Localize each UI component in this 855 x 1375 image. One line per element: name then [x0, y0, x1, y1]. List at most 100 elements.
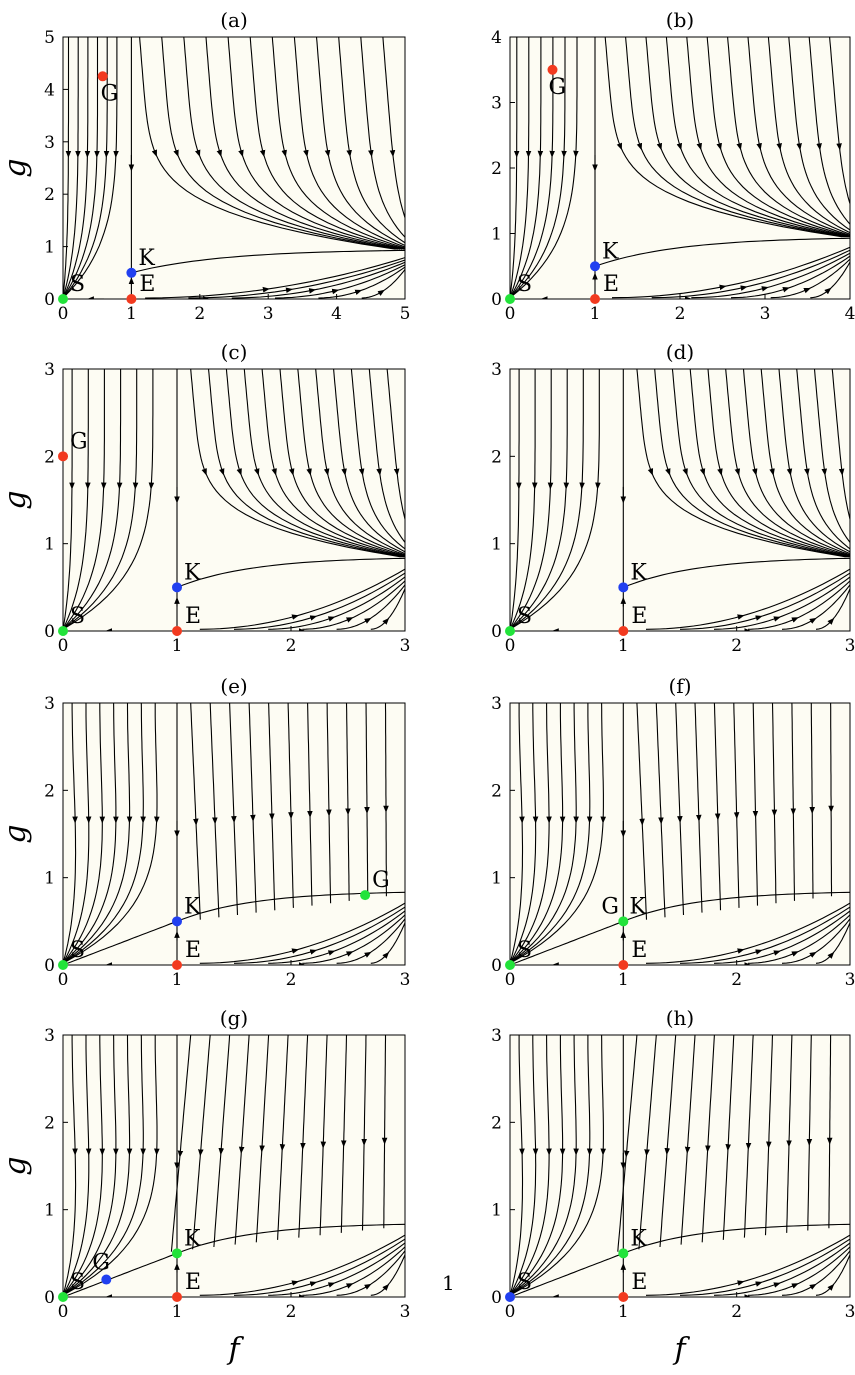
flow-line [183, 37, 401, 250]
flow-line [63, 703, 117, 964]
panel-title: (d) [666, 340, 694, 364]
flow-lines [63, 703, 405, 965]
flow-line [234, 1035, 250, 1245]
flow-line [315, 369, 405, 555]
point-label: K [602, 239, 619, 264]
y-tick-label: 0 [44, 622, 55, 642]
flow-line [694, 703, 703, 913]
flow-line [659, 1035, 677, 1248]
flow-line [788, 37, 850, 231]
flow-lines [63, 369, 405, 631]
flow-line [510, 1035, 524, 1296]
flow-line [63, 1035, 77, 1296]
flow-line [319, 1035, 328, 1236]
fixed-point-K [618, 1248, 629, 1259]
panel-title: (f) [668, 674, 691, 698]
flow-line [747, 37, 850, 235]
x-tick-label: 1 [172, 1302, 183, 1322]
flow-line [333, 369, 405, 553]
flow-line [63, 369, 73, 630]
point-label: E [631, 604, 647, 629]
fixed-point-G [547, 64, 558, 75]
flow-lines [510, 369, 850, 631]
fixed-point-G [58, 451, 68, 462]
y-tick-label: 4 [491, 28, 502, 48]
flow-lines [510, 1035, 850, 1297]
x-tick-label: 2 [675, 304, 686, 324]
y-tick-label: 1 [491, 869, 502, 889]
y-tick-label: 2 [44, 447, 55, 467]
point-label: S [70, 938, 85, 963]
flow-line [63, 37, 108, 299]
flow-line [813, 369, 850, 544]
flow-line [786, 1035, 793, 1233]
flow-line [747, 1246, 850, 1296]
point-label: K [184, 894, 201, 919]
x-tick-label: 3 [400, 1302, 411, 1322]
flow-line [207, 369, 403, 558]
x-tick-label: 2 [731, 636, 742, 656]
x-tick-label: 1 [618, 1302, 629, 1322]
point-label: E [603, 272, 619, 297]
flow-line [63, 369, 138, 630]
flow-line [510, 37, 554, 299]
flow-line [510, 369, 568, 630]
y-tick-label: 1 [44, 869, 55, 889]
fixed-point-E [172, 626, 182, 636]
flow-line [645, 902, 850, 964]
flow-line [279, 369, 405, 557]
flow-line [510, 1035, 537, 1296]
flow-line [691, 252, 850, 299]
y-tick-label: 3 [44, 360, 55, 380]
point-label: E [185, 938, 201, 963]
separatrix [176, 1223, 405, 1254]
flow-line [510, 369, 600, 630]
x-tick-label: 0 [58, 636, 69, 656]
x-tick-label: 1 [618, 636, 629, 656]
y-tick-label: 1 [491, 225, 502, 245]
y-tick-label: 0 [491, 622, 502, 642]
flow-line [510, 37, 518, 298]
x-tick-label: 2 [286, 636, 297, 656]
flow-line [315, 37, 405, 247]
y-tick-label: 2 [491, 447, 502, 467]
fixed-point-S [58, 960, 68, 970]
flow-line [510, 37, 542, 298]
flow-line [645, 568, 850, 630]
flow-line [829, 37, 850, 206]
flow-line [225, 369, 405, 558]
point-label: S [70, 272, 85, 297]
flow-line [63, 703, 77, 964]
x-tick-label: 2 [731, 1302, 742, 1322]
flow-line [170, 1035, 192, 1252]
plot-area [62, 368, 406, 632]
flow-line [63, 1035, 117, 1296]
point-label: E [631, 1270, 647, 1295]
flow-line [63, 1035, 144, 1296]
y-tick-label: 3 [44, 133, 55, 153]
flow-line [671, 369, 850, 558]
y-tick-label: 2 [44, 1113, 55, 1133]
fixed-point-G [360, 890, 371, 901]
flow-line [810, 703, 814, 899]
flow-line [675, 703, 685, 916]
fixed-point-S [58, 1292, 68, 1302]
y-axis-label: g [0, 1156, 33, 1175]
flow-line [63, 703, 158, 964]
flow-line [611, 246, 850, 299]
fixed-point-E [618, 626, 629, 636]
flow-line [255, 1035, 270, 1243]
panel-title: (b) [666, 8, 694, 32]
flow-line [807, 1035, 812, 1231]
flow-line [791, 703, 796, 901]
point-label: E [185, 604, 201, 629]
flow-line [63, 703, 144, 964]
flow-line [510, 703, 604, 964]
flow-line [63, 1035, 90, 1296]
flow-line [636, 369, 846, 558]
flow-line [307, 703, 313, 906]
fixed-point-S [505, 294, 515, 304]
plot-area [509, 36, 851, 300]
y-tick-label: 3 [491, 360, 502, 380]
fixed-point-G [97, 71, 108, 82]
